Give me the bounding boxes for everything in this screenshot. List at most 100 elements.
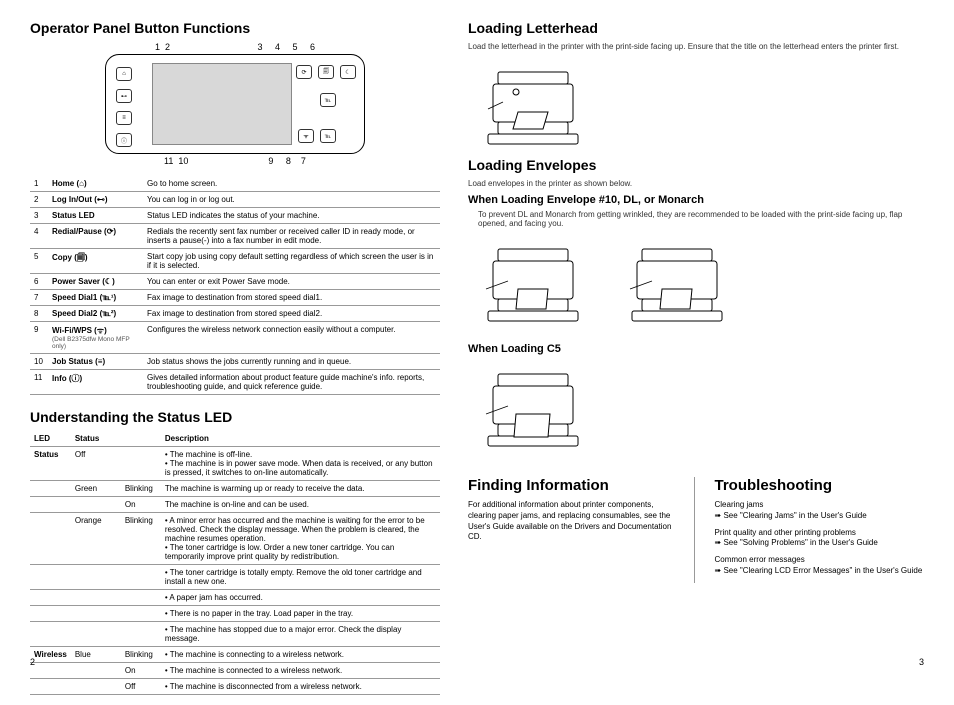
led-table: LED Status Description StatusOff• The ma… xyxy=(30,431,440,695)
function-row: 4Redial/Pause (⟳)Redials the recently se… xyxy=(30,224,440,249)
led-desc: The machine is on-line and can be used. xyxy=(161,497,440,513)
func-num: 11 xyxy=(30,370,48,395)
panel-screen xyxy=(152,63,292,145)
led-status xyxy=(71,497,121,513)
function-row: 5Copy (🗐)Start copy job using copy defau… xyxy=(30,249,440,274)
func-name: Home (⌂) xyxy=(48,176,143,192)
function-row: 10Job Status (≡)Job status shows the job… xyxy=(30,354,440,370)
led-row: GreenBlinkingThe machine is warming up o… xyxy=(30,481,440,497)
led-blink xyxy=(121,622,161,647)
heading-operator-panel: Operator Panel Button Functions xyxy=(30,20,440,36)
trouble-heading: Troubleshooting xyxy=(715,477,925,494)
led-name xyxy=(30,679,71,695)
heading-status-led: Understanding the Status LED xyxy=(30,409,440,425)
panel-bottom-numbers: 11 10 9 8 7 xyxy=(30,156,440,166)
func-name: Speed Dial1 (℡¹) xyxy=(48,290,143,306)
envelopes-sub: Load envelopes in the printer as shown b… xyxy=(468,179,924,188)
letterhead-sub: Load the letterhead in the printer with … xyxy=(468,42,924,51)
func-desc: You can enter or exit Power Save mode. xyxy=(143,274,440,290)
led-name: Status xyxy=(30,447,71,481)
led-name xyxy=(30,606,71,622)
func-desc: Job status shows the jobs currently runn… xyxy=(143,354,440,370)
led-blink: Blinking xyxy=(121,647,161,663)
led-blink: Off xyxy=(121,679,161,695)
speed-dial2-icon: ℡ xyxy=(320,129,336,143)
func-num: 6 xyxy=(30,274,48,290)
func-num: 5 xyxy=(30,249,48,274)
led-row: StatusOff• The machine is off-line. • Th… xyxy=(30,447,440,481)
func-num: 9 xyxy=(30,322,48,354)
led-desc: • A minor error has occurred and the mac… xyxy=(161,513,440,565)
led-name xyxy=(30,497,71,513)
led-name xyxy=(30,622,71,647)
page-number-right: 3 xyxy=(919,657,924,667)
trouble-l3b: See "Clearing LCD Error Messages" in the… xyxy=(715,566,925,577)
trouble-l1: Clearing jams xyxy=(715,500,925,511)
func-num: 1 xyxy=(30,176,48,192)
home-icon: ⌂ xyxy=(116,67,132,81)
led-status xyxy=(71,663,121,679)
led-name xyxy=(30,513,71,565)
led-blink xyxy=(121,590,161,606)
function-row: 1Home (⌂)Go to home screen. xyxy=(30,176,440,192)
function-row: 9Wi-Fi/WPS (ᯤ)(Dell B2375dfw Mono MFP on… xyxy=(30,322,440,354)
led-status xyxy=(71,565,121,590)
func-desc: Redials the recently sent fax number or … xyxy=(143,224,440,249)
func-num: 2 xyxy=(30,192,48,208)
envc5-heading: When Loading C5 xyxy=(468,343,924,355)
func-desc: Gives detailed information about product… xyxy=(143,370,440,395)
function-row: 3Status LEDStatus LED indicates the stat… xyxy=(30,208,440,224)
led-desc: • There is no paper in the tray. Load pa… xyxy=(161,606,440,622)
led-status: Blue xyxy=(71,647,121,663)
copy-icon: 🗐 xyxy=(318,65,334,79)
trouble-l2: Print quality and other printing problem… xyxy=(715,528,925,539)
led-row: OnThe machine is on-line and can be used… xyxy=(30,497,440,513)
func-desc: Fax image to destination from stored spe… xyxy=(143,306,440,322)
job-status-icon: ≡ xyxy=(116,111,132,125)
panel-top-numbers: 1 2 3 4 5 6 xyxy=(30,42,440,52)
led-blink: On xyxy=(121,497,161,513)
led-status: Orange xyxy=(71,513,121,565)
led-row: • The toner cartridge is totally empty. … xyxy=(30,565,440,590)
led-blink xyxy=(121,447,161,481)
func-name: Log In/Out (⊷) xyxy=(48,192,143,208)
led-desc: • The machine is off-line. • The machine… xyxy=(161,447,440,481)
led-name xyxy=(30,481,71,497)
led-status: Green xyxy=(71,481,121,497)
led-status xyxy=(71,679,121,695)
func-desc: Configures the wireless network connecti… xyxy=(143,322,440,354)
troubleshooting-section: Troubleshooting Clearing jams See "Clear… xyxy=(715,477,925,583)
led-status xyxy=(71,606,121,622)
func-num: 8 xyxy=(30,306,48,322)
func-name: Speed Dial2 (℡²) xyxy=(48,306,143,322)
led-name: Wireless xyxy=(30,647,71,663)
func-desc: Fax image to destination from stored spe… xyxy=(143,290,440,306)
func-name: Job Status (≡) xyxy=(48,354,143,370)
func-desc: Start copy job using copy default settin… xyxy=(143,249,440,274)
func-name: Redial/Pause (⟳) xyxy=(48,224,143,249)
function-row: 6Power Saver (☾)You can enter or exit Po… xyxy=(30,274,440,290)
led-th-blink xyxy=(121,431,161,447)
func-num: 3 xyxy=(30,208,48,224)
function-row: 7Speed Dial1 (℡¹)Fax image to destinatio… xyxy=(30,290,440,306)
led-desc: • The machine is disconnected from a wir… xyxy=(161,679,440,695)
finding-text: For additional information about printer… xyxy=(468,500,678,543)
func-name: Copy (🗐) xyxy=(48,249,143,274)
led-status xyxy=(71,622,121,647)
led-status xyxy=(71,590,121,606)
func-num: 10 xyxy=(30,354,48,370)
power-saver-icon: ☾ xyxy=(340,65,356,79)
heading-envelopes: Loading Envelopes xyxy=(468,157,924,173)
led-row: • The machine has stopped due to a major… xyxy=(30,622,440,647)
trouble-l2b: See "Solving Problems" in the User's Gui… xyxy=(715,538,925,549)
led-th-led: LED xyxy=(30,431,71,447)
info-icon: ⓘ xyxy=(116,133,132,147)
led-th-desc: Description xyxy=(161,431,440,447)
trouble-l3: Common error messages xyxy=(715,555,925,566)
led-name xyxy=(30,565,71,590)
wifi-icon: ᯤ xyxy=(298,129,314,143)
led-name xyxy=(30,663,71,679)
env10-sub: To prevent DL and Monarch from getting w… xyxy=(468,210,924,228)
function-row: 11Info (ⓘ)Gives detailed information abo… xyxy=(30,370,440,395)
led-row: WirelessBlueBlinking• The machine is con… xyxy=(30,647,440,663)
